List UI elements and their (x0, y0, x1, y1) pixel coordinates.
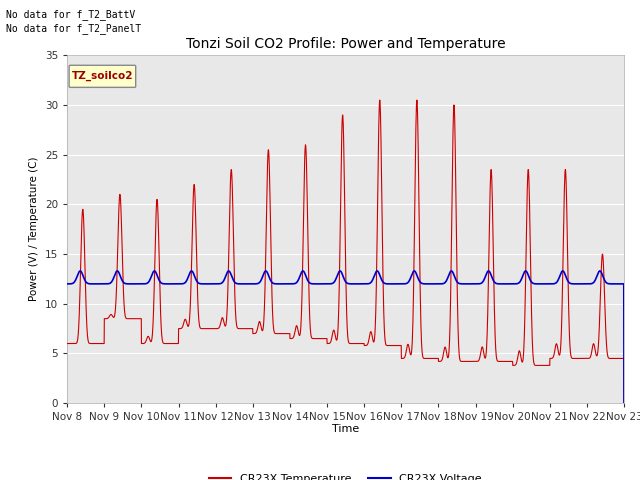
Y-axis label: Power (V) / Temperature (C): Power (V) / Temperature (C) (29, 157, 40, 301)
Legend: CR23X Temperature, CR23X Voltage: CR23X Temperature, CR23X Voltage (205, 469, 486, 480)
Title: Tonzi Soil CO2 Profile: Power and Temperature: Tonzi Soil CO2 Profile: Power and Temper… (186, 37, 506, 51)
Text: TZ_soilco2: TZ_soilco2 (72, 71, 133, 82)
X-axis label: Time: Time (332, 424, 359, 433)
Text: No data for f_T2_BattV: No data for f_T2_BattV (6, 9, 136, 20)
Text: No data for f_T2_PanelT: No data for f_T2_PanelT (6, 23, 141, 34)
